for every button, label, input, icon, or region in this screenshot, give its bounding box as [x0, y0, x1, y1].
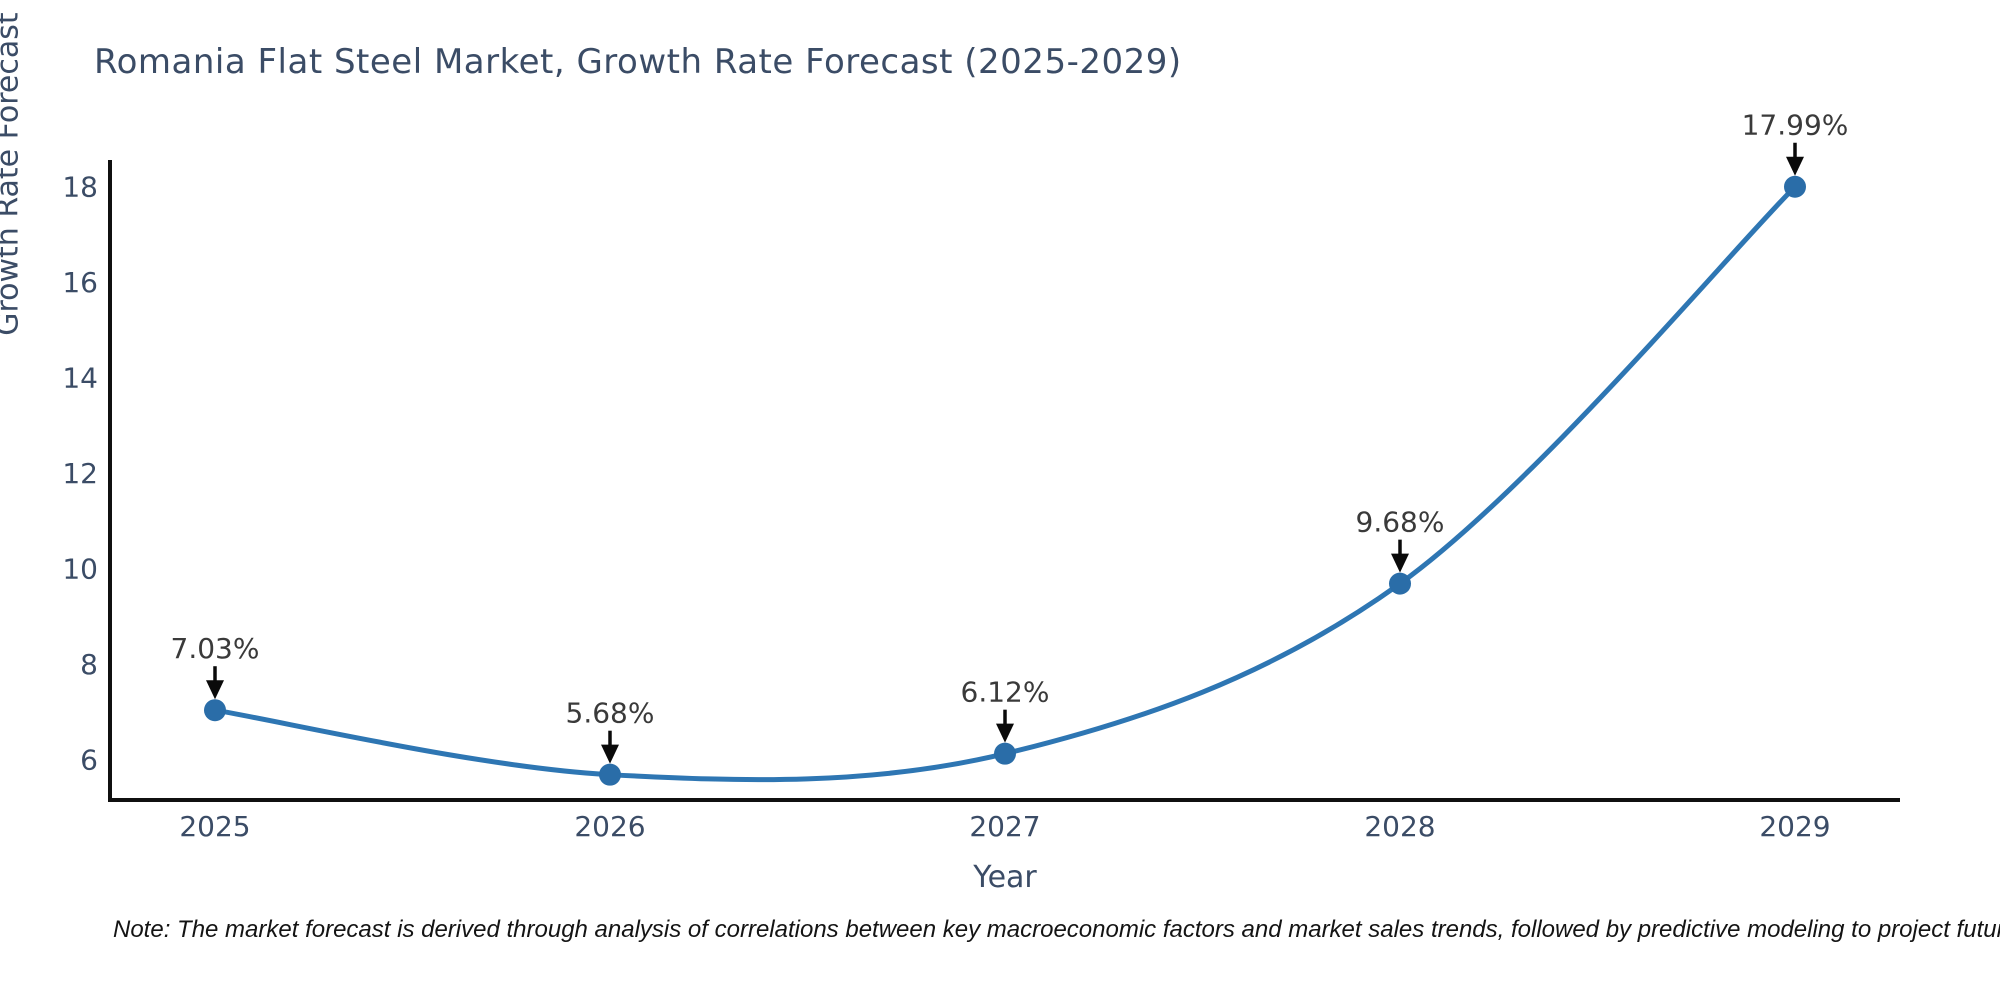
point-annotation: 7.03% — [171, 632, 260, 665]
data-point-marker[interactable] — [994, 742, 1016, 765]
point-annotation: 9.68% — [1356, 506, 1445, 539]
point-annotation: 6.12% — [961, 676, 1050, 709]
annotation-arrow-head — [601, 744, 619, 764]
y-tick-label: 16 — [62, 266, 98, 299]
x-tick-label: 2029 — [1759, 810, 1830, 843]
y-tick-label: 10 — [62, 552, 98, 585]
y-tick-label: 14 — [62, 361, 98, 394]
data-point-marker[interactable] — [204, 699, 226, 722]
y-tick-label: 6 — [80, 743, 98, 776]
y-tick-label: 8 — [80, 648, 98, 681]
x-tick-label: 2026 — [574, 810, 645, 843]
x-tick-label: 2028 — [1364, 810, 1435, 843]
footnote: Note: The market forecast is derived thr… — [113, 916, 2000, 943]
annotation-arrow-head — [996, 723, 1014, 743]
x-tick-label: 2027 — [969, 810, 1040, 843]
point-annotation: 17.99% — [1742, 109, 1849, 142]
x-tick-label: 2025 — [179, 810, 250, 843]
data-point-marker[interactable] — [1784, 175, 1806, 198]
point-annotation: 5.68% — [566, 697, 655, 730]
data-point-marker[interactable] — [599, 763, 621, 786]
annotation-arrow-head — [1391, 553, 1409, 573]
y-tick-label: 18 — [62, 170, 98, 203]
chart-title: Romania Flat Steel Market, Growth Rate F… — [94, 42, 1182, 82]
annotation-arrow-head — [1786, 156, 1804, 176]
x-axis-title: Year — [973, 860, 1037, 895]
trend-line — [212, 184, 1798, 783]
annotation-arrow-head — [206, 680, 224, 700]
data-point-marker[interactable] — [1389, 572, 1411, 595]
y-tick-label: 12 — [62, 457, 98, 490]
